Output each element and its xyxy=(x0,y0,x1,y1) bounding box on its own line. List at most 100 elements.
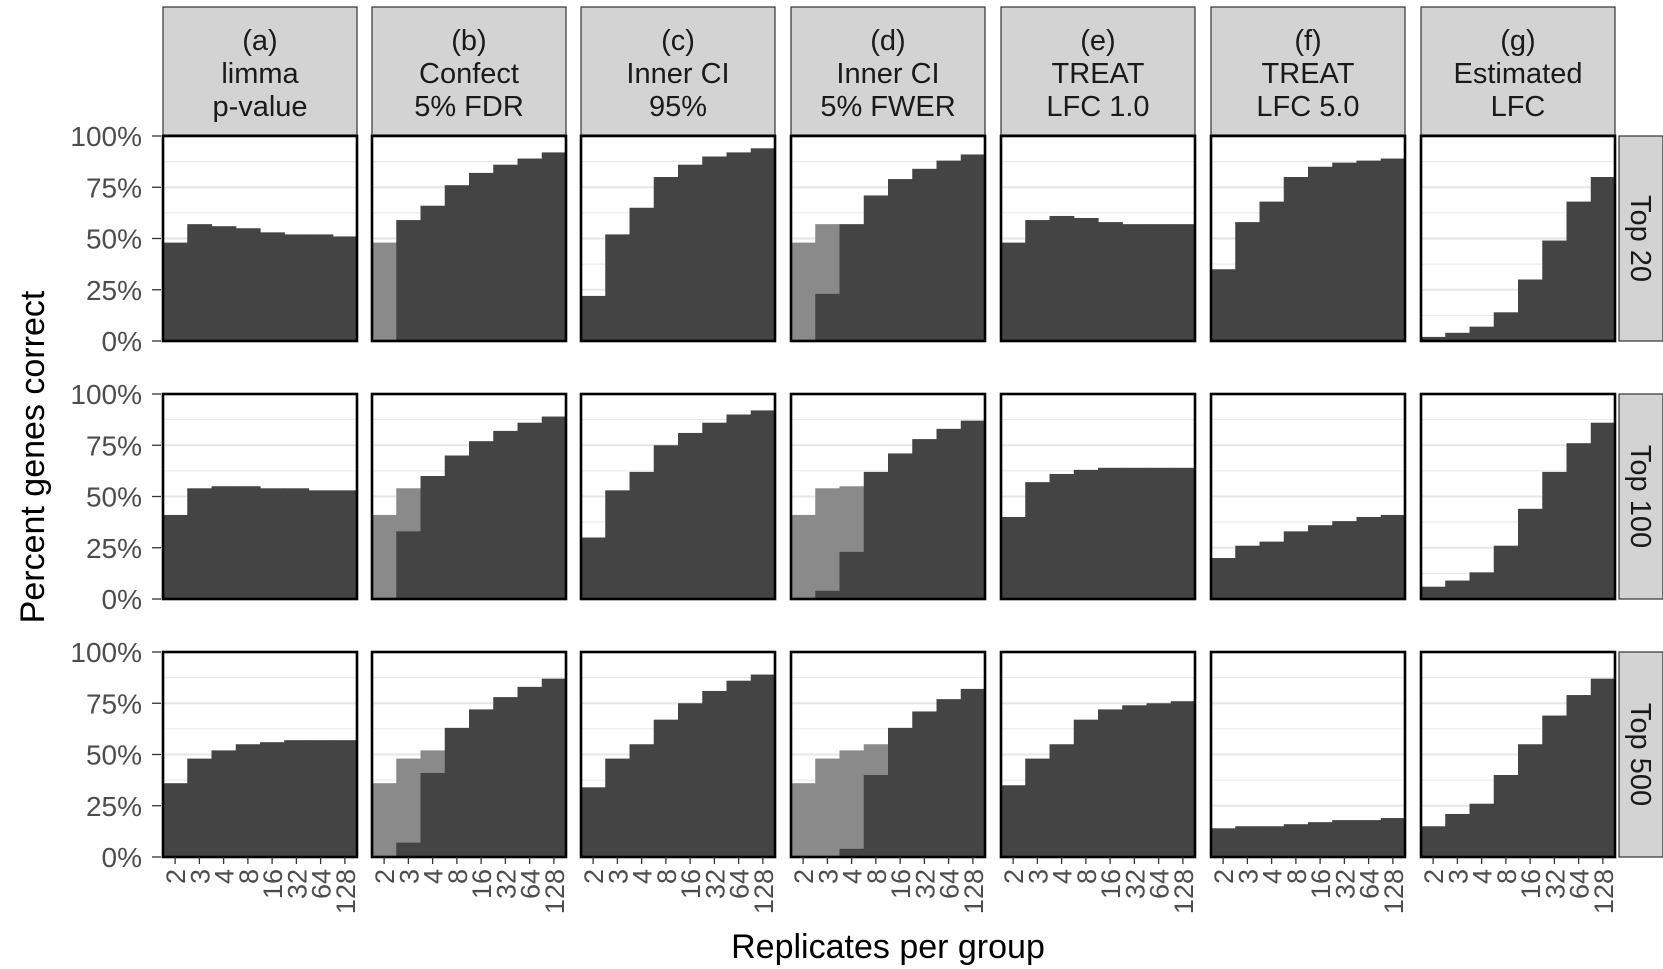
bar xyxy=(1098,709,1123,857)
x-tick-label: 128 xyxy=(1589,869,1619,914)
bar xyxy=(1566,443,1592,599)
facet-strip-row xyxy=(1618,135,1663,342)
x-tick-label: 4 xyxy=(1258,869,1288,884)
bar xyxy=(1001,517,1026,599)
facet-strip-row-label: Top 500 xyxy=(1624,703,1656,806)
x-tick-label: 3 xyxy=(1233,869,1263,884)
y-tick-label: 25% xyxy=(86,791,142,822)
facet-strip-label: (f) xyxy=(1294,25,1321,57)
bar xyxy=(1001,242,1026,341)
bar xyxy=(1445,580,1471,599)
bar xyxy=(726,414,752,599)
bar xyxy=(235,744,261,857)
bar-shadow xyxy=(791,783,816,857)
facet-strip-label: (g) xyxy=(1500,25,1535,57)
bar xyxy=(1283,531,1309,599)
bar xyxy=(936,160,962,341)
bar xyxy=(1259,541,1285,599)
bar xyxy=(1283,824,1309,857)
bar xyxy=(211,486,237,599)
bar xyxy=(839,224,865,341)
bar xyxy=(1146,703,1172,857)
bar xyxy=(260,742,285,857)
bar xyxy=(1518,508,1543,599)
bar xyxy=(726,680,752,857)
bar xyxy=(750,674,776,857)
bar xyxy=(187,224,213,341)
facet-strip-label: TREAT xyxy=(1052,58,1145,90)
bar xyxy=(1566,201,1592,341)
panel-border xyxy=(1419,650,1617,859)
x-tick-label: 4 xyxy=(628,869,658,884)
bar-shadow xyxy=(815,488,841,599)
bar xyxy=(396,842,422,857)
bar xyxy=(541,152,567,341)
bar xyxy=(1332,162,1358,341)
x-tick-label: 16 xyxy=(467,869,497,899)
bar-shadow xyxy=(791,514,816,599)
y-tick-label: 50% xyxy=(86,482,142,513)
facet-strip-column xyxy=(790,6,986,136)
bar xyxy=(678,703,703,857)
y-tick-label: 0% xyxy=(102,842,142,873)
bar xyxy=(1445,813,1471,857)
bar xyxy=(1170,701,1196,857)
facet-strip-row xyxy=(1618,651,1663,858)
bar xyxy=(1380,514,1406,599)
panel-border xyxy=(999,134,1197,343)
bar xyxy=(653,177,679,341)
bar xyxy=(444,727,470,857)
facet-strip-label: limma xyxy=(221,58,299,90)
x-tick-label: 64 xyxy=(1145,869,1175,899)
bar xyxy=(1469,572,1495,599)
bar xyxy=(163,514,188,599)
x-tick-label: 3 xyxy=(1443,869,1473,884)
facet-strip-row xyxy=(1618,393,1663,600)
x-axis-title: Replicates per group xyxy=(731,928,1045,966)
x-tick-label: 2 xyxy=(999,869,1029,884)
panel-border xyxy=(370,650,568,859)
bar xyxy=(493,697,519,857)
bar xyxy=(1542,240,1568,341)
y-tick-label: 50% xyxy=(86,740,142,771)
facet-strip-row-label: Top 20 xyxy=(1624,195,1656,282)
bar xyxy=(235,228,261,341)
bar xyxy=(605,234,631,341)
bar xyxy=(1235,826,1261,857)
bar xyxy=(1025,220,1051,341)
bar xyxy=(260,488,285,599)
facet-strip-label: (d) xyxy=(870,25,905,57)
bar xyxy=(1122,705,1148,857)
bar xyxy=(726,152,752,341)
bar xyxy=(1235,545,1261,599)
bar xyxy=(1332,521,1358,599)
bar xyxy=(1356,820,1382,857)
bar xyxy=(396,531,422,599)
bar xyxy=(1421,826,1446,857)
panel-border xyxy=(1419,392,1617,601)
bar xyxy=(863,775,889,857)
bar xyxy=(211,750,237,857)
panel-border xyxy=(999,392,1197,601)
x-tick-label: 64 xyxy=(935,869,965,899)
bar xyxy=(1122,224,1148,341)
bar xyxy=(1098,222,1123,341)
x-tick-label: 16 xyxy=(1516,869,1546,899)
bar xyxy=(702,690,728,857)
x-tick-label: 4 xyxy=(1048,869,1078,884)
panel-border xyxy=(789,134,987,343)
y-tick-label: 100% xyxy=(70,637,142,668)
bar xyxy=(308,740,334,857)
bar xyxy=(396,220,422,341)
bar xyxy=(1566,695,1592,857)
x-tick-label: 32 xyxy=(700,869,730,899)
bar xyxy=(541,416,567,599)
x-tick-label: 64 xyxy=(1565,869,1595,899)
bar xyxy=(1518,279,1543,341)
bar xyxy=(960,420,986,599)
bar xyxy=(469,441,494,599)
bar-shadow xyxy=(372,514,397,599)
facet-strip-label: Inner CI xyxy=(836,58,939,90)
panel-border xyxy=(1209,134,1407,343)
